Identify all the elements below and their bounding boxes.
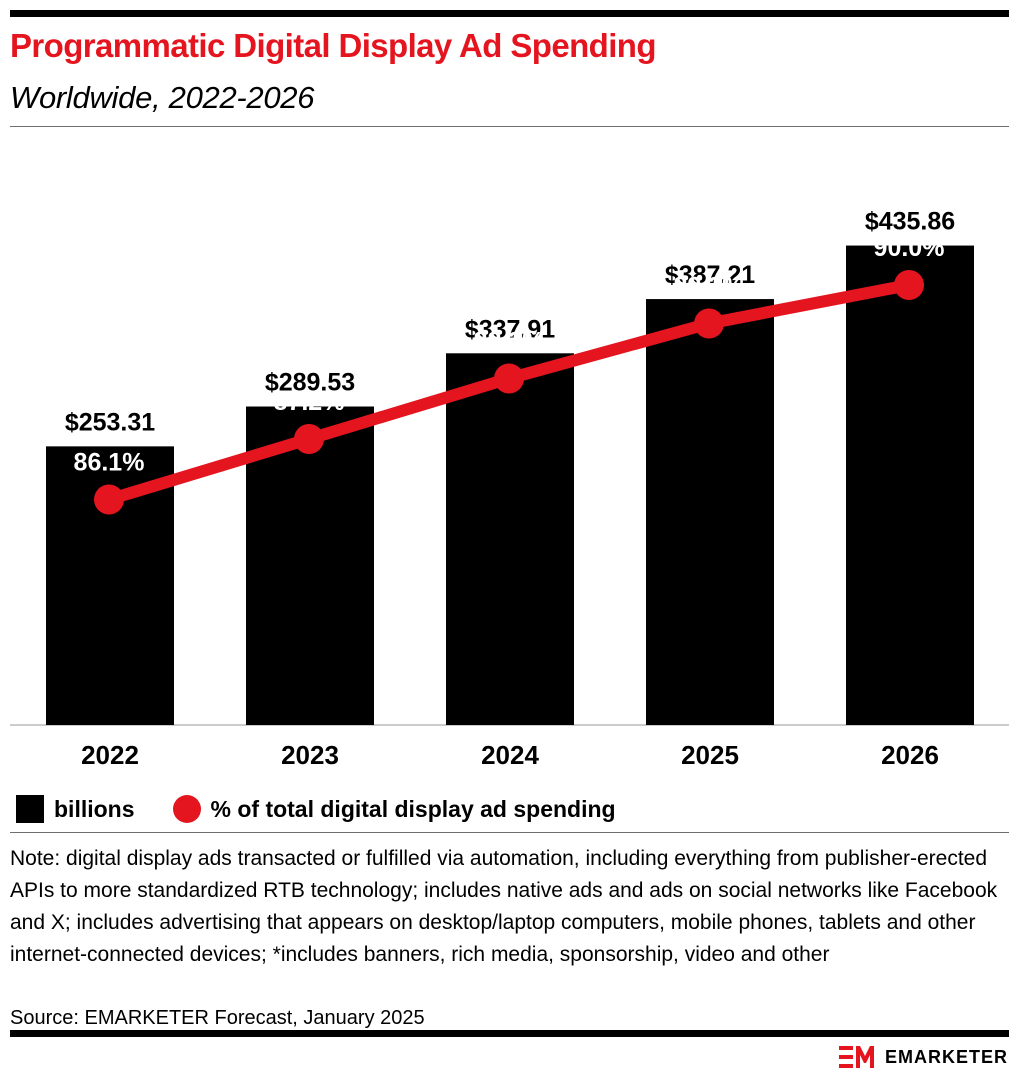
share-point [694, 308, 724, 339]
share-value-label: 89.3% [674, 273, 745, 301]
share-point [294, 424, 324, 454]
share-value-label: 87.2% [274, 388, 345, 416]
top-rule [10, 10, 1009, 17]
x-tick-label: 2024 [481, 740, 539, 770]
legend: billions % of total digital display ad s… [16, 792, 616, 826]
bar-2024 [446, 353, 574, 725]
x-tick-label: 2022 [81, 740, 139, 770]
x-tick-label: 2025 [681, 740, 739, 770]
bar-2023 [246, 406, 374, 725]
x-tick-label: 2023 [281, 740, 339, 770]
emarketer-logo-icon [838, 1046, 875, 1068]
header-divider [10, 126, 1009, 127]
brand: EMARKETER [838, 1046, 1008, 1068]
x-tick-label: 2026 [881, 740, 939, 770]
share-point [894, 270, 924, 300]
chart-note: Note: digital display ads transacted or … [10, 847, 998, 966]
chart-source: Source: EMARKETER Forecast, January 2025 [10, 1007, 425, 1029]
share-point [94, 484, 124, 515]
bar-2026 [846, 245, 974, 725]
legend-line-label: % of total digital display ad spending [210, 795, 616, 822]
bottom-rule [10, 1030, 1009, 1037]
legend-bar-label: billions [54, 795, 135, 822]
legend-line-swatch [172, 795, 201, 823]
chart-subtitle: Worldwide, 2022-2026 [10, 80, 315, 115]
bar-value-label: $435.86 [865, 208, 955, 236]
bar-value-label: $253.31 [65, 408, 155, 436]
share-value-label: 90.0% [874, 234, 945, 262]
combo-chart: $253.31 2022 $289.53 2023 $337.91 2024 $387.21… [10, 208, 1009, 770]
brand-name: EMARKETER [884, 1046, 1008, 1067]
legend-divider [10, 832, 1009, 833]
bar-value-label: $337.91 [465, 315, 555, 343]
chart-title: Programmatic Digital Display Ad Spending [10, 27, 657, 64]
legend-bar-swatch [16, 795, 44, 823]
share-value-label: 86.1% [74, 449, 145, 477]
share-point [494, 363, 524, 394]
bar-value-label: $289.53 [265, 369, 355, 397]
bar-2025 [646, 299, 774, 725]
bar-value-label: $387.21 [665, 261, 755, 289]
share-value-label: 88.3% [474, 328, 545, 356]
